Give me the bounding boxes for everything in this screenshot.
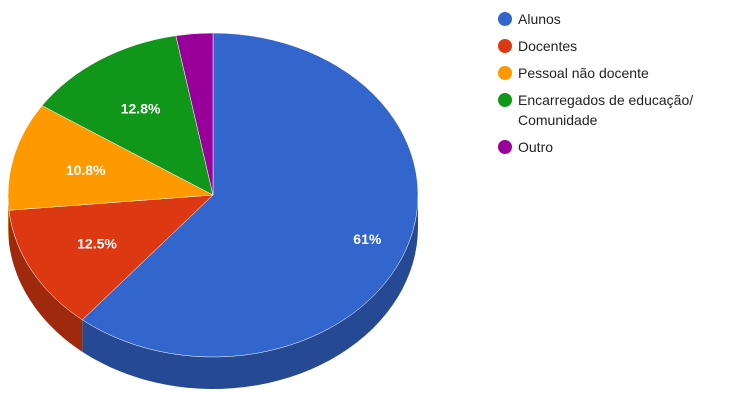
legend-item-alunos[interactable]: Alunos (498, 9, 738, 29)
legend-swatch-pessoal-nao-docente (498, 66, 512, 80)
legend: Alunos Docentes Pessoal não docente Enca… (498, 9, 738, 164)
pie-labels: 61% 12.5% 10.8% 12.8% (66, 101, 382, 252)
data-label-docentes: 12.5% (77, 236, 117, 252)
slice-docentes[interactable] (8, 194, 214, 321)
legend-swatch-docentes (498, 39, 512, 53)
legend-swatch-encarregados (498, 93, 512, 107)
data-label-pessoal-nao-docente: 10.8% (66, 162, 106, 178)
legend-item-pessoal-nao-docente[interactable]: Pessoal não docente (498, 63, 738, 83)
legend-item-docentes[interactable]: Docentes (498, 36, 738, 56)
pie-depth (8, 195, 418, 389)
slice-outro[interactable] (175, 32, 214, 196)
legend-swatch-alunos (498, 12, 512, 26)
pie-top (7, 32, 419, 358)
legend-item-outro[interactable]: Outro (498, 137, 738, 157)
legend-label-docentes: Docentes (518, 38, 578, 54)
data-label-alunos: 61% (353, 231, 382, 247)
slice-alunos[interactable] (81, 32, 419, 358)
legend-swatch-outro (498, 140, 512, 154)
legend-item-encarregados[interactable]: Encarregados de educação/ Comunidade (498, 90, 738, 130)
slice-side-docentes (8, 210, 83, 352)
slice-pessoal-nao-docente[interactable] (7, 105, 214, 211)
slice-side-pessoal-nao-docente (8, 195, 9, 243)
legend-label-alunos: Alunos (518, 11, 561, 27)
legend-label-pessoal-nao-docente: Pessoal não docente (518, 65, 649, 81)
data-label-encarregados-de-educacao-comunidade: 12.8% (121, 101, 161, 117)
slice-side-alunos (82, 195, 418, 389)
legend-label-outro: Outro (518, 139, 554, 155)
slice-encarregados-de-educacao-comunidade[interactable] (41, 35, 214, 196)
legend-label-encarregados: Encarregados de educação/ Comunidade (518, 92, 694, 128)
